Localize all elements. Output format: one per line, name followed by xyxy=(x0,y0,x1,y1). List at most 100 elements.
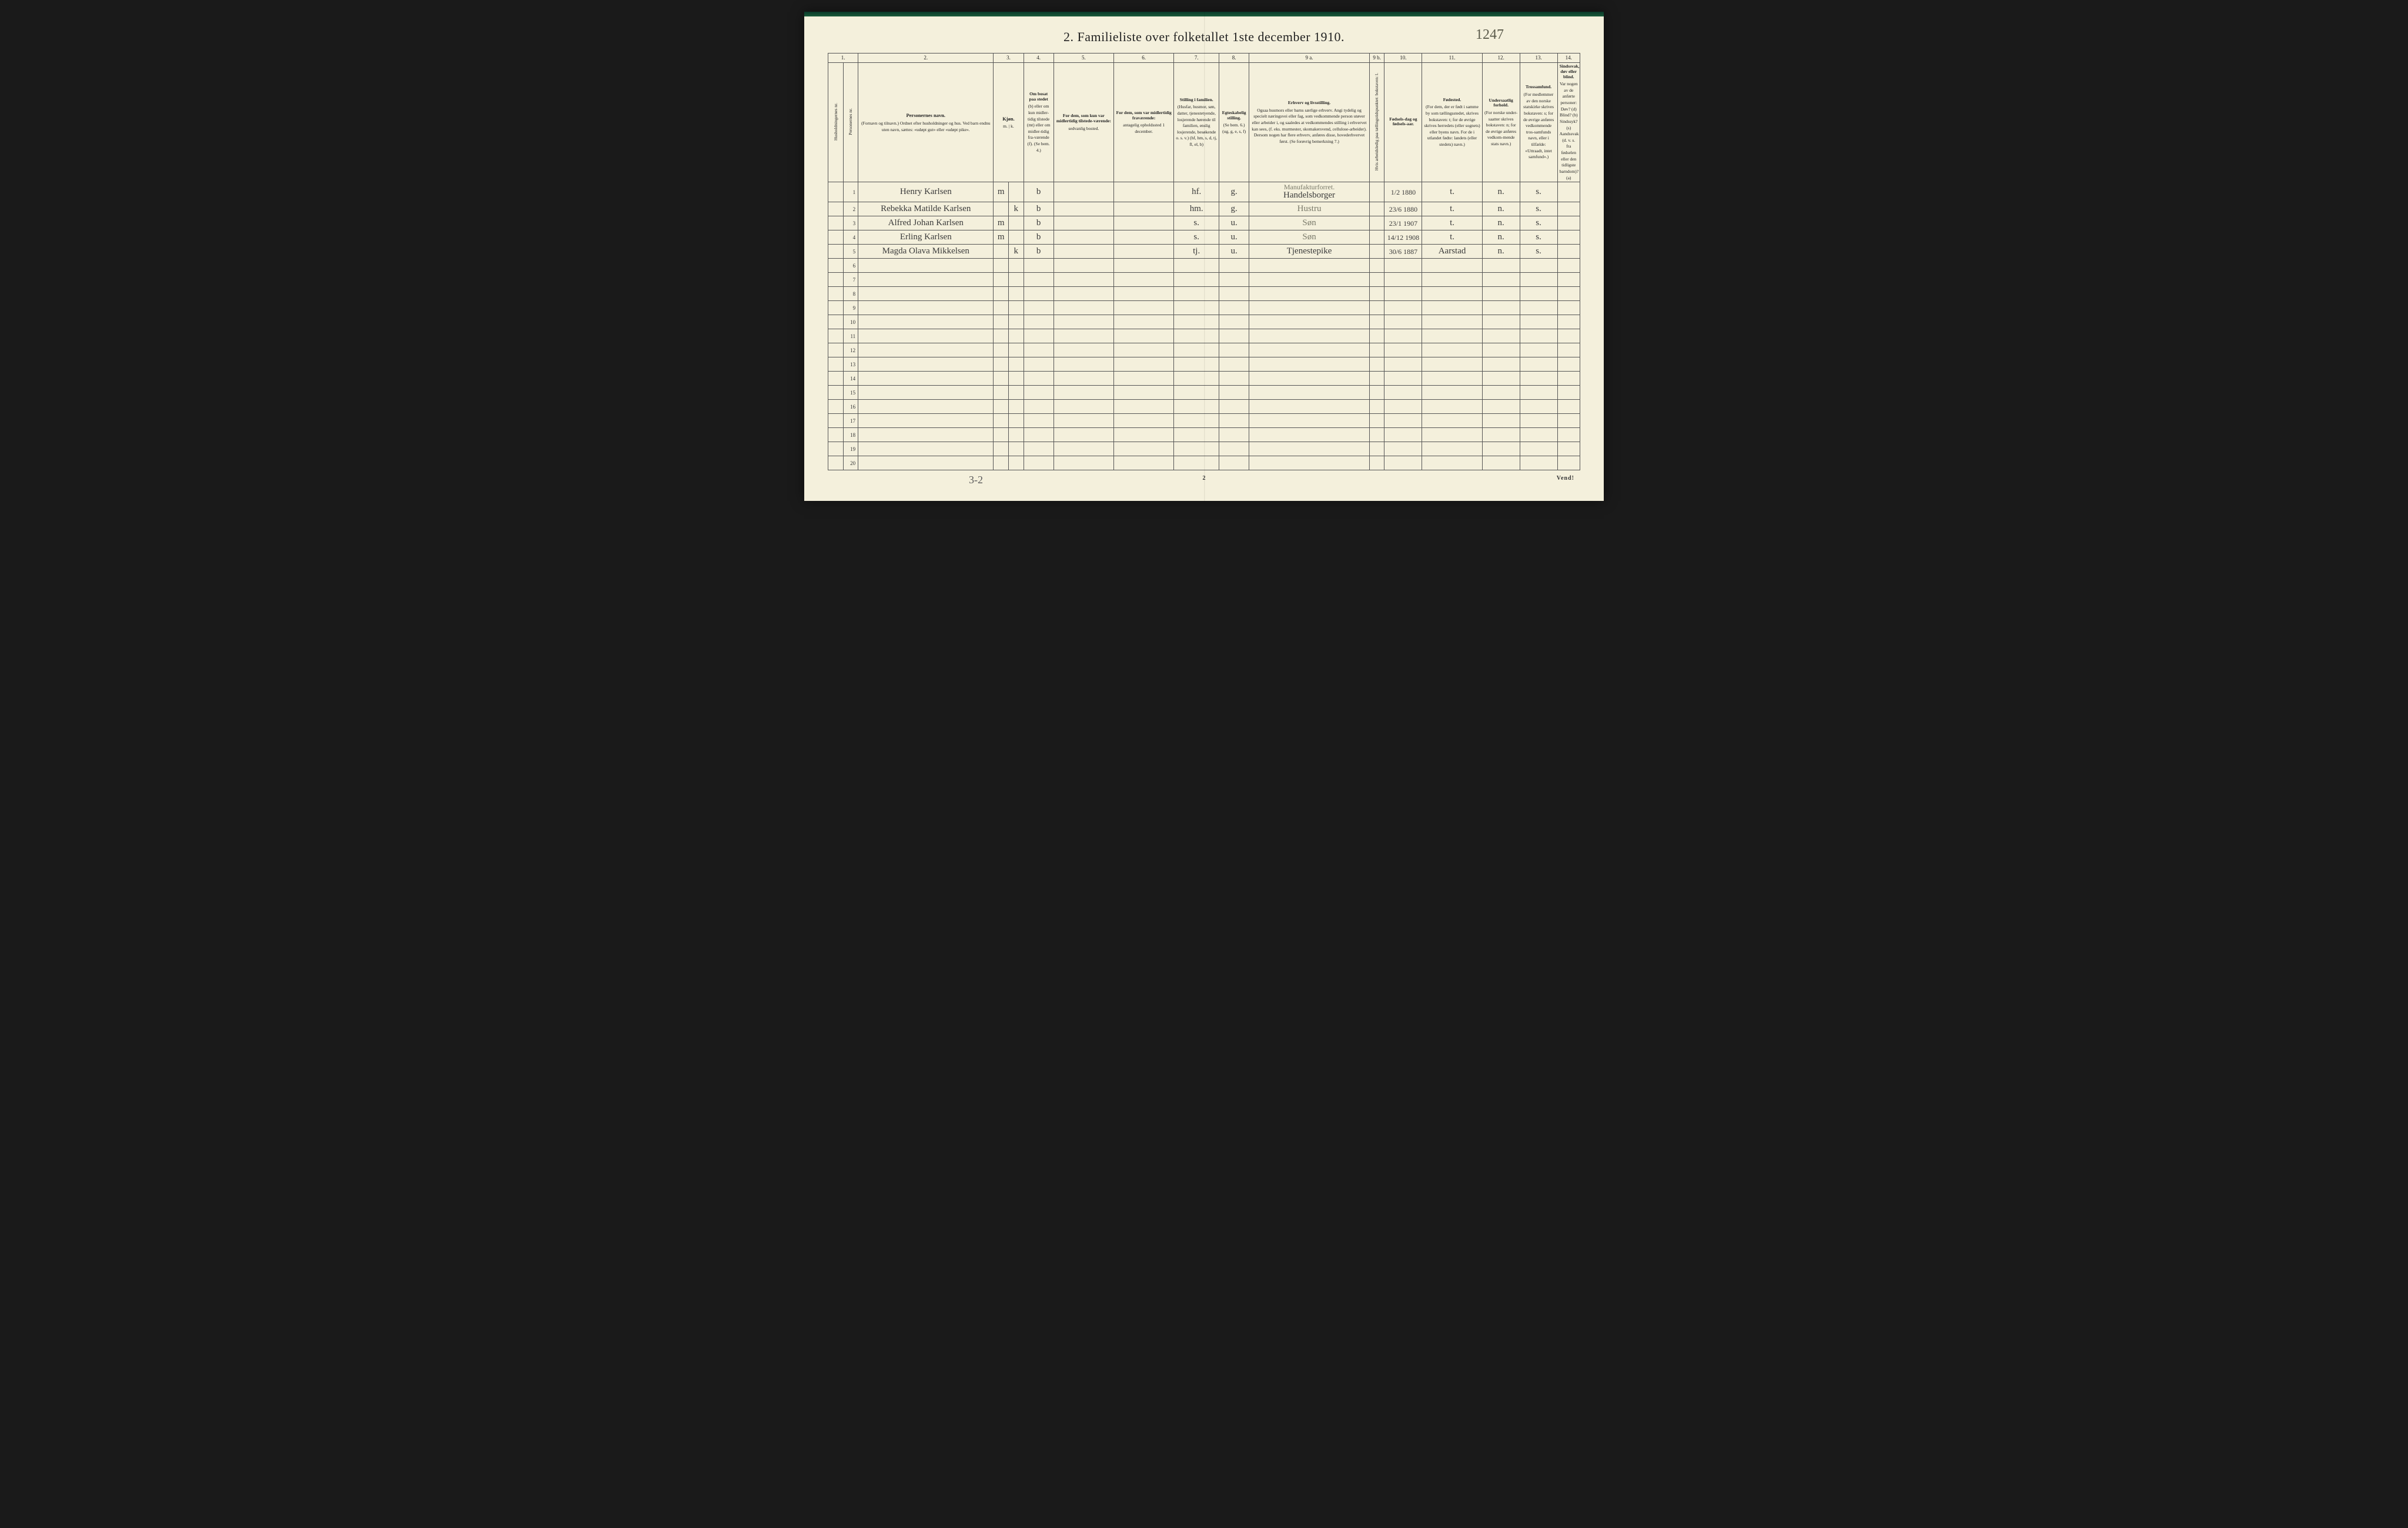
cell-stilling: hf. xyxy=(1174,182,1219,202)
cell-empty xyxy=(1482,428,1520,442)
cell-empty xyxy=(1054,287,1113,301)
cell-empty xyxy=(858,456,994,470)
table-row: 5Magda Olava Mikkelsenkbtj.u.Tjenestepik… xyxy=(828,245,1580,259)
cell-egteskab: g. xyxy=(1219,202,1249,216)
cell-empty xyxy=(1008,273,1024,287)
hdr-under-sub: (For norske under-saatter skrives boksta… xyxy=(1484,110,1517,146)
cell-arbeidsledig xyxy=(1369,182,1384,202)
cell-empty xyxy=(1024,315,1054,329)
cell-name: Erling Karlsen xyxy=(858,230,994,245)
cell-empty xyxy=(1369,357,1384,372)
cell-empty xyxy=(1024,287,1054,301)
cell-empty xyxy=(1114,301,1174,315)
cell-empty xyxy=(1114,329,1174,343)
cell-tilstede xyxy=(1054,216,1113,230)
cell-empty xyxy=(1114,400,1174,414)
cell-bosat: b xyxy=(1024,216,1054,230)
cell-empty xyxy=(1422,301,1482,315)
table-row: 17 xyxy=(828,414,1580,428)
cell-sex-m: m xyxy=(994,216,1009,230)
hdr-tro-strong: Trossamfund. xyxy=(1522,85,1556,90)
cell-empty xyxy=(1520,329,1557,343)
cell-stilling: s. xyxy=(1174,230,1219,245)
cell-empty xyxy=(1520,442,1557,456)
cell-empty xyxy=(1219,414,1249,428)
cell-person-no: 8 xyxy=(843,287,858,301)
cell-household-no xyxy=(828,259,844,273)
table-row: 12 xyxy=(828,343,1580,357)
cell-household-no xyxy=(828,329,844,343)
cell-erhverv: Manufakturforret.Handelsborger xyxy=(1249,182,1370,202)
cell-empty xyxy=(1557,301,1580,315)
cell-empty xyxy=(994,428,1009,442)
cell-empty xyxy=(994,287,1009,301)
cell-empty xyxy=(1114,442,1174,456)
cell-sex-m: m xyxy=(994,182,1009,202)
cell-empty xyxy=(858,287,994,301)
cell-empty xyxy=(1557,456,1580,470)
cell-empty xyxy=(1054,456,1113,470)
cell-bosat: b xyxy=(1024,230,1054,245)
cell-empty xyxy=(1520,301,1557,315)
cell-erhverv-note: Manufakturforret. xyxy=(1251,183,1367,190)
cell-empty xyxy=(1054,442,1113,456)
cell-sex-m: m xyxy=(994,230,1009,245)
cell-fravaerende xyxy=(1114,230,1174,245)
cell-empty xyxy=(1422,428,1482,442)
cell-empty xyxy=(1219,287,1249,301)
cell-empty xyxy=(1249,456,1370,470)
hdr-egte-sub: (Se bem. 6.) (ug, g, e, s, f) xyxy=(1222,122,1246,134)
hdr-stilling: Stilling i familien. (Husfar, husmor, sø… xyxy=(1174,63,1219,182)
cell-empty xyxy=(1114,414,1174,428)
cell-empty xyxy=(1249,442,1370,456)
cell-empty xyxy=(1482,442,1520,456)
cell-tilstede xyxy=(1054,230,1113,245)
cell-empty xyxy=(1520,372,1557,386)
cell-household-no xyxy=(828,202,844,216)
cell-name: Henry Karlsen xyxy=(858,182,994,202)
cell-empty xyxy=(1054,273,1113,287)
cell-empty xyxy=(1557,400,1580,414)
table-row: 11 xyxy=(828,329,1580,343)
cell-fodselsdato: 30/6 1887 xyxy=(1384,245,1422,259)
cell-empty xyxy=(1008,287,1024,301)
cell-empty xyxy=(1520,456,1557,470)
table-row: 3Alfred Johan Karlsenmbs.u.Søn23/1 1907t… xyxy=(828,216,1580,230)
cell-empty xyxy=(1024,400,1054,414)
cell-empty xyxy=(1174,329,1219,343)
colnum-8: 8. xyxy=(1219,54,1249,63)
cell-empty xyxy=(1384,301,1422,315)
cell-empty xyxy=(1369,329,1384,343)
cell-empty xyxy=(1520,414,1557,428)
cell-erhverv-main: Handelsborger xyxy=(1251,190,1367,200)
cell-empty xyxy=(1384,414,1422,428)
cell-empty xyxy=(1054,400,1113,414)
cell-empty xyxy=(1174,400,1219,414)
cell-empty xyxy=(1174,287,1219,301)
cell-empty xyxy=(1384,357,1422,372)
cell-empty xyxy=(858,442,994,456)
cell-empty xyxy=(1384,442,1422,456)
cell-name: Alfred Johan Karlsen xyxy=(858,216,994,230)
cell-empty xyxy=(1384,329,1422,343)
colnum-7: 7. xyxy=(1174,54,1219,63)
cell-household-no xyxy=(828,273,844,287)
cell-empty xyxy=(1219,456,1249,470)
cell-household-no xyxy=(828,216,844,230)
cell-empty xyxy=(1482,456,1520,470)
cell-empty xyxy=(1249,400,1370,414)
cell-arbeidsledig xyxy=(1369,216,1384,230)
cell-egteskab: u. xyxy=(1219,230,1249,245)
cell-erhverv-main: Søn xyxy=(1251,218,1367,228)
cell-household-no xyxy=(828,357,844,372)
cell-empty xyxy=(1024,343,1054,357)
cell-empty xyxy=(1249,414,1370,428)
cell-empty xyxy=(1369,414,1384,428)
cell-empty xyxy=(1557,357,1580,372)
cell-empty xyxy=(1219,372,1249,386)
cell-person-no: 3 xyxy=(843,216,858,230)
cell-household-no xyxy=(828,400,844,414)
cell-empty xyxy=(1024,301,1054,315)
cell-empty xyxy=(994,273,1009,287)
cell-household-no xyxy=(828,245,844,259)
